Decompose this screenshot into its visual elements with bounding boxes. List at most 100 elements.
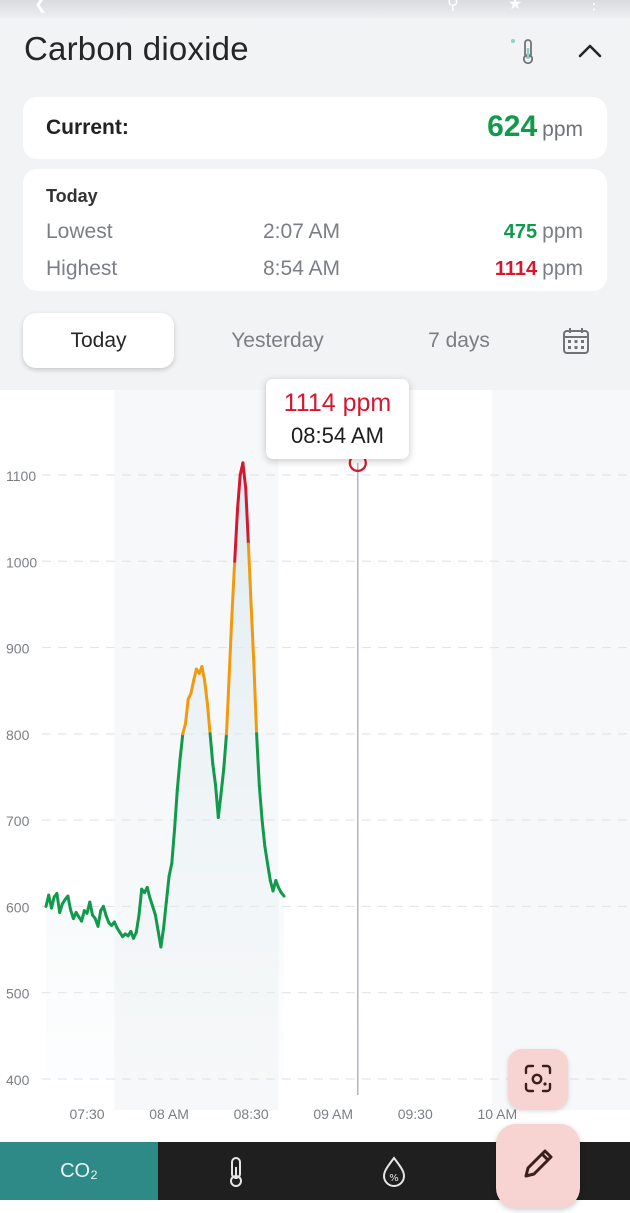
series-line-segment: [181, 722, 187, 736]
series-line-segment: [66, 894, 73, 912]
series-line-segment: [252, 663, 259, 736]
nav-thermometer-icon[interactable]: [219, 1155, 253, 1189]
x-tick-label: 08 AM: [149, 1106, 189, 1122]
series-line-segment: [249, 602, 256, 667]
current-unit: ppm: [542, 118, 583, 141]
series-line-segment: [279, 891, 286, 898]
lowest-label: Lowest: [46, 220, 113, 243]
lowest-time: 2:07 AM: [263, 220, 341, 243]
chart-tooltip: 1114 ppm 08:54 AM: [266, 379, 409, 459]
highest-number: 1114: [494, 258, 538, 280]
today-title: Today: [46, 186, 98, 206]
current-value: 624 ppm: [487, 110, 583, 144]
series-line-segment: [257, 784, 264, 822]
status-star-icon: ★: [508, 0, 523, 13]
series-line-segment: [236, 473, 242, 511]
tab-today[interactable]: Today: [23, 313, 174, 368]
series-line-segment: [266, 861, 272, 882]
series-line-segment: [159, 926, 166, 949]
series-line-segment: [178, 732, 185, 762]
svg-text:%: %: [389, 1173, 399, 1184]
tab-7-days[interactable]: 7 days: [428, 329, 490, 352]
current-number: 624: [487, 110, 538, 143]
lowest-unit: ppm: [542, 220, 583, 243]
thermometer-icon[interactable]: [507, 34, 541, 68]
series-line-segment: [222, 732, 228, 770]
highest-label: Highest: [46, 257, 118, 280]
series-line-segment: [216, 792, 223, 819]
calendar-icon[interactable]: [560, 325, 592, 357]
series-line-segment: [170, 827, 177, 865]
highest-value: 1114 ppm: [495, 257, 583, 281]
lowest-number: 475: [503, 221, 538, 243]
series-line-segment: [219, 766, 226, 796]
y-tick-label: 1100: [6, 468, 36, 484]
series-line-segment: [211, 762, 218, 788]
series-line-segment: [255, 732, 261, 788]
series-line-segment: [167, 861, 174, 878]
tooltip-value: 1114 ppm: [283, 389, 392, 417]
series-line-segment: [50, 895, 56, 910]
x-tick-label: 09:30: [398, 1106, 433, 1122]
series-line-segment: [189, 678, 196, 695]
series-line-segment: [88, 900, 94, 917]
series-line-segment: [241, 461, 248, 490]
series-line-segment: [205, 702, 212, 736]
series-line-segment: [184, 697, 190, 725]
y-tick-label: 900: [6, 641, 30, 657]
area-fill: [46, 462, 284, 1079]
series-line-segment: [263, 844, 269, 865]
series-line-segment: [203, 678, 209, 706]
series-line-segment: [145, 885, 152, 900]
status-menu-icon: ⋮: [586, 0, 602, 13]
highest-time: 8:54 AM: [263, 257, 341, 280]
series-line-segment: [208, 732, 215, 766]
series-line-segment: [173, 788, 179, 831]
series-line-segment: [260, 818, 267, 848]
x-tick-label: 08:30: [234, 1106, 269, 1122]
lowest-value: 475 ppm: [504, 220, 583, 244]
series-line-segment: [200, 665, 207, 682]
scan-button[interactable]: [508, 1049, 568, 1109]
series-line-segment: [96, 909, 103, 928]
co2-line-chart[interactable]: 1100 1000 900 800 700 600 500 400 07:30 08 AM 08:3…: [0, 390, 630, 1142]
y-tick-label: 500: [6, 986, 30, 1002]
nav-co2-tab[interactable]: CO₂: [0, 1142, 158, 1200]
series-line-segment: [227, 611, 234, 675]
series-line-segment: [101, 904, 108, 918]
series-line-segment: [233, 508, 239, 563]
current-card: Current: 624 ppm: [23, 97, 607, 159]
series-line-segment: [230, 559, 237, 615]
y-tick-label: 800: [6, 727, 30, 743]
tab-yesterday[interactable]: Yesterday: [231, 329, 324, 352]
series-line-segment: [246, 542, 253, 606]
series-line-segment: [175, 758, 182, 792]
series-line-segment: [134, 913, 141, 934]
series-line-segment: [148, 896, 155, 908]
x-tick-label: 09 AM: [313, 1106, 353, 1122]
series-line-segment: [153, 913, 160, 933]
highest-unit: ppm: [542, 257, 583, 280]
series-line-segment: [58, 902, 64, 914]
series-line-segment: [225, 671, 231, 736]
nav-humidity-icon[interactable]: %: [377, 1155, 411, 1189]
pencil-icon: [524, 1149, 553, 1178]
page-title: Carbon dioxide: [24, 30, 249, 67]
current-label: Current:: [46, 116, 129, 139]
x-tick-label: 07:30: [70, 1106, 105, 1122]
edit-button[interactable]: [496, 1124, 580, 1208]
status-bar: ❮ ⚲ ★ ⋮: [0, 0, 630, 18]
series-line-segment: [80, 909, 86, 923]
camera-scan-icon: [524, 1064, 552, 1093]
chevron-up-icon[interactable]: [572, 34, 608, 68]
x-tick-label: 10 AM: [477, 1106, 517, 1122]
status-location-icon: ⚲: [447, 0, 459, 13]
series-line-segment: [162, 900, 168, 930]
chart-hour-band: [491, 390, 630, 1110]
y-tick-label: 400: [6, 1072, 30, 1088]
y-tick-label: 700: [6, 813, 30, 829]
today-summary-card: Today Lowest 2:07 AM 475 ppm Highest 8:54…: [23, 169, 607, 291]
series-line-segment: [137, 887, 144, 917]
y-tick-label: 1000: [6, 554, 37, 570]
series-line-segment: [244, 486, 250, 546]
